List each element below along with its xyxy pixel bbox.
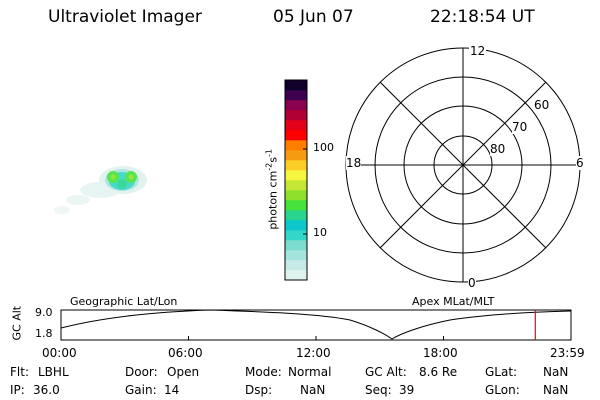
flt-value: LBHL	[38, 365, 69, 379]
colorbar-cell	[285, 110, 307, 121]
flt-label: Flt:	[10, 365, 29, 379]
mode-value: Normal	[288, 365, 332, 379]
colorbar-cell	[285, 100, 307, 111]
glon-label: GLon:	[485, 383, 520, 397]
colorbar-label-exp1: -2	[264, 162, 274, 171]
polar-mlt-0: 0	[468, 276, 476, 290]
colorbar-frame	[284, 79, 308, 281]
colorbar-cell	[285, 260, 307, 271]
colorbar-cell	[285, 90, 307, 101]
polar-lat-80: 80	[490, 142, 506, 156]
colorbar-cell	[285, 120, 307, 131]
colorbar-cell	[285, 140, 307, 151]
gain-value: 14	[164, 383, 180, 397]
colorbar-cell	[285, 190, 307, 201]
colorbar-cell	[285, 200, 307, 211]
colorbar-cell	[285, 230, 307, 241]
colorbar-cells	[285, 80, 307, 281]
orbit-xtick-1: 06:00	[168, 346, 203, 360]
orbit-altitude-plot	[60, 309, 572, 341]
colorbar-tick-label-100: 100	[313, 141, 334, 154]
colorbar-cell	[285, 250, 307, 261]
date-label: 05 Jun 07	[273, 7, 354, 27]
colorbar-cell	[285, 160, 307, 171]
gain-label: Gain:	[125, 383, 157, 397]
polar-lat-70: 70	[512, 120, 528, 134]
gcalt-value: 8.6 Re	[419, 365, 458, 379]
colorbar-cell	[285, 150, 307, 161]
time-label: 22:18:54 UT	[430, 7, 535, 27]
glat-label: GLat:	[485, 365, 518, 379]
orbit-altitude-curve	[60, 309, 572, 340]
dsp-label: Dsp:	[245, 383, 273, 397]
orbit-left-title: Geographic Lat/Lon	[70, 295, 178, 308]
colorbar-label-main: photon cm	[266, 170, 280, 230]
ip-value: 36.0	[33, 383, 60, 397]
colorbar-label-exp2: -1	[264, 149, 274, 157]
mode-label: Mode:	[245, 365, 282, 379]
glon-value: NaN	[543, 383, 569, 397]
colorbar	[284, 79, 308, 281]
colorbar-cell	[285, 240, 307, 251]
orbit-ylabel: GC Alt	[10, 305, 24, 341]
colorbar-axis-label: photon cm-2s-1	[265, 124, 280, 254]
polar-lat-60: 60	[534, 98, 550, 112]
polar-mlat-mlt-plot	[345, 47, 581, 283]
colorbar-label-mid: s	[266, 156, 280, 163]
instrument-title: Ultraviolet Imager	[48, 7, 202, 27]
ip-label: IP:	[10, 383, 25, 397]
colorbar-cell	[285, 80, 307, 91]
orbit-xtick-2: 12:00	[296, 346, 331, 360]
seq-label: Seq:	[365, 383, 392, 397]
door-label: Door:	[125, 365, 158, 379]
gcalt-label: GC Alt:	[365, 365, 407, 379]
colorbar-cell	[285, 210, 307, 221]
door-value: Open	[167, 365, 200, 379]
colorbar-cell	[285, 130, 307, 141]
orbit-ytick-top: 9.0	[35, 306, 53, 319]
orbit-right-title: Apex MLat/MLT	[412, 295, 495, 308]
colorbar-tick-label-10: 10	[313, 226, 327, 239]
colorbar-cell	[285, 220, 307, 231]
colorbar-cell	[285, 270, 307, 281]
orbit-xtick-0: 00:00	[42, 346, 77, 360]
glat-value: NaN	[543, 365, 569, 379]
orbit-xtick-4: 23:59	[550, 346, 585, 360]
orbit-xticks	[60, 336, 572, 340]
polar-diagonal-2	[379, 81, 547, 249]
orbit-xtick-3: 18:00	[423, 346, 458, 360]
orbit-ytick-bottom: 1.8	[35, 327, 53, 340]
colorbar-cell	[285, 180, 307, 191]
seq-value: 39	[399, 383, 415, 397]
polar-mlt-12: 12	[469, 44, 487, 58]
polar-mlt-18: 18	[346, 156, 362, 170]
polar-mlt-6: 6	[576, 156, 584, 170]
geographic-aurora-image	[54, 166, 147, 214]
dsp-value: NaN	[300, 383, 326, 397]
colorbar-cell	[285, 170, 307, 181]
